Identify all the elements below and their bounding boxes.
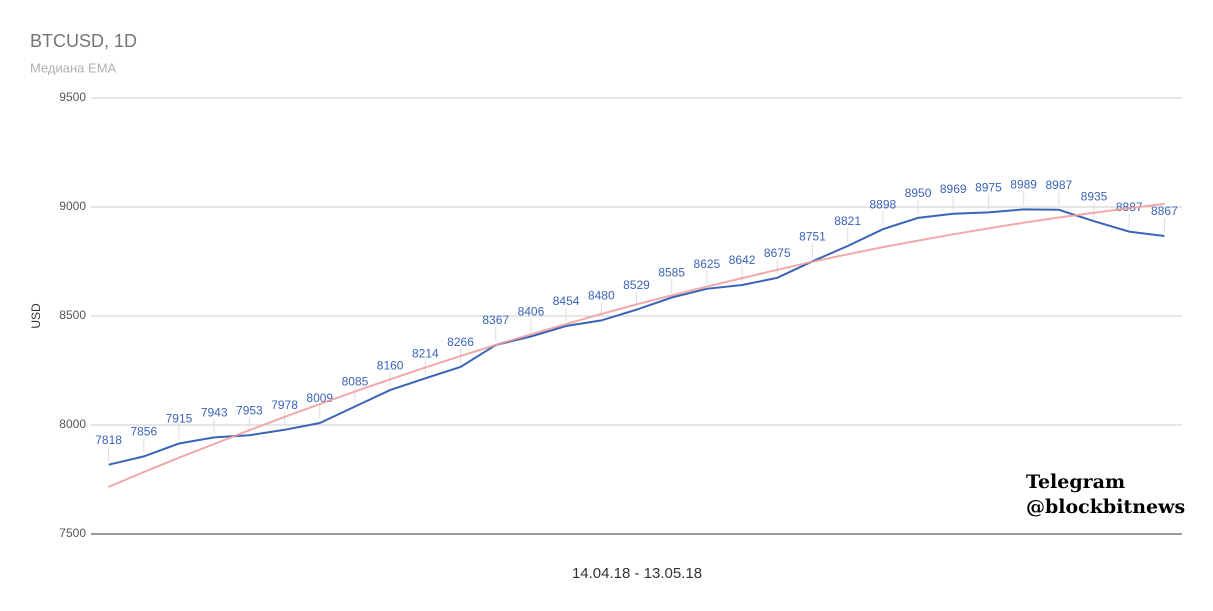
data-label: 8214 <box>412 347 439 361</box>
data-label: 7856 <box>130 425 157 439</box>
y-tick-label: 7500 <box>59 526 86 540</box>
data-label: 8950 <box>905 186 932 200</box>
data-label: 8160 <box>377 358 404 372</box>
data-label: 8675 <box>764 246 791 260</box>
data-label: 8454 <box>553 294 580 308</box>
chart-title: BTCUSD, 1D <box>30 31 137 51</box>
data-label: 8367 <box>482 313 509 327</box>
data-label: 8898 <box>870 197 897 211</box>
series-line <box>108 208 1165 466</box>
data-label: 8975 <box>975 181 1002 195</box>
y-tick-label: 8000 <box>59 417 86 431</box>
data-label: 8085 <box>342 375 369 389</box>
data-label: 8867 <box>1151 204 1178 218</box>
data-label: 8585 <box>658 266 685 280</box>
y-tick-label: 9500 <box>59 90 86 104</box>
y-tick-label: 9000 <box>59 199 86 213</box>
x-axis-label: 14.04.18 - 13.05.18 <box>572 565 702 582</box>
data-label: 8887 <box>1116 200 1143 214</box>
data-label: 8480 <box>588 289 615 303</box>
data-label: 7915 <box>166 412 193 426</box>
chart-subtitle: Медиана EMA <box>30 60 117 75</box>
series-line <box>108 202 1165 488</box>
data-label: 8751 <box>799 229 826 243</box>
data-label: 8406 <box>518 305 545 319</box>
data-label: 8821 <box>834 214 861 228</box>
data-label: 7943 <box>201 406 228 420</box>
data-label: 7818 <box>95 433 122 447</box>
data-label: 8989 <box>1010 178 1037 192</box>
data-label: 7978 <box>271 398 298 412</box>
data-label: 8987 <box>1045 178 1072 192</box>
data-label: 8625 <box>694 257 721 271</box>
data-label: 8935 <box>1081 189 1108 203</box>
watermark: @blockbitnews <box>1026 496 1185 518</box>
data-label: 8529 <box>623 278 650 292</box>
data-label: 7953 <box>236 403 263 417</box>
y-tick-label: 8500 <box>59 308 86 322</box>
data-label: 8969 <box>940 182 967 196</box>
data-label: 8642 <box>729 253 756 267</box>
data-label: 8266 <box>447 335 474 349</box>
y-axis-label: USD <box>29 303 43 329</box>
watermark: Telegram <box>1026 471 1125 493</box>
